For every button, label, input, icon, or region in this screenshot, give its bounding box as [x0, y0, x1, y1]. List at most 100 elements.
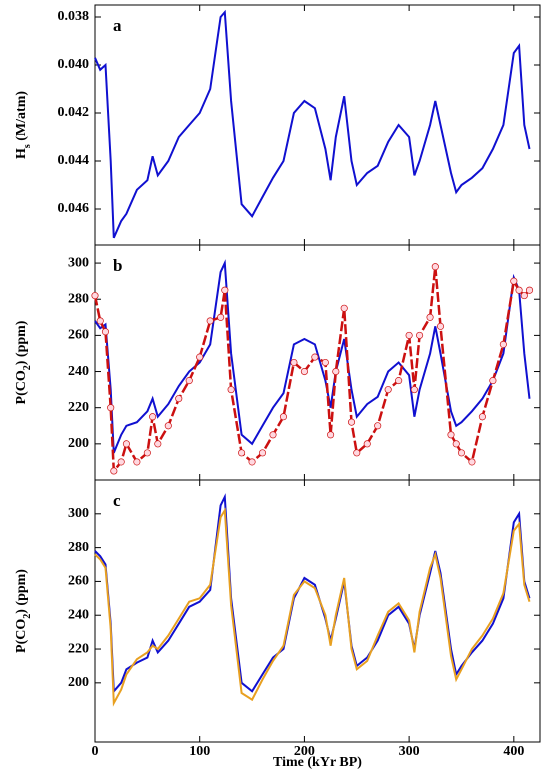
series-point: [478, 413, 486, 421]
series-point: [91, 292, 99, 300]
series-point: [238, 449, 246, 457]
y-tick-label: 260: [68, 328, 89, 343]
series-point: [206, 317, 214, 325]
series-point: [457, 449, 466, 457]
series-point: [436, 322, 445, 330]
series-point: [107, 404, 115, 412]
y-tick-label: 200: [68, 436, 89, 451]
series-point: [258, 449, 267, 457]
series-point: [525, 286, 534, 294]
y-tick-label: 300: [68, 506, 89, 521]
x-tick-label: 100: [189, 744, 210, 759]
series-point: [405, 331, 413, 339]
y-axis-label: Hs (M/atm): [14, 91, 33, 159]
y-axis-label-part: (M/atm): [14, 91, 29, 145]
y-tick-label: 300: [68, 255, 89, 270]
series-point: [133, 458, 141, 466]
y-tick-label: 0.044: [58, 153, 90, 168]
y-tick-label: 200: [68, 675, 89, 690]
series-point: [395, 377, 403, 385]
series-point: [416, 331, 424, 339]
series-point: [363, 440, 371, 448]
series-point: [321, 358, 329, 367]
series-point: [311, 353, 319, 361]
series-point: [340, 304, 348, 312]
y-axis-label-part: 2: [22, 365, 33, 370]
plot-frame: [94, 244, 541, 481]
series-line: [94, 259, 531, 454]
y-tick-label: 280: [68, 540, 89, 555]
x-tick-label: 300: [399, 744, 420, 759]
series-point: [279, 413, 288, 421]
panel-label: c: [113, 491, 121, 510]
series-point: [269, 431, 277, 439]
y-tick-label: 0.038: [58, 9, 90, 24]
series-point: [185, 377, 193, 385]
y-tick-label: 260: [68, 574, 89, 589]
series-point: [499, 340, 507, 348]
y-tick-label: 0.042: [58, 105, 90, 120]
series-point: [510, 277, 518, 285]
series-point: [452, 440, 460, 448]
series-point: [196, 353, 204, 361]
series-point: [101, 328, 110, 336]
y-tick-label: 0.040: [58, 57, 90, 72]
series-point: [221, 286, 229, 294]
y-axis-label-part: P(CO: [14, 370, 29, 404]
series-point: [327, 431, 335, 439]
y-tick-label: 240: [68, 607, 89, 622]
series-point: [447, 431, 455, 439]
series-point: [164, 422, 172, 430]
series-line: [94, 9, 531, 239]
series-point: [96, 317, 104, 325]
y-tick-label: 280: [68, 291, 89, 306]
x-tick-label: 0: [92, 744, 99, 759]
series-point: [122, 440, 130, 448]
series-point: [515, 286, 523, 294]
y-axis-label-part: ) (ppm): [14, 569, 29, 614]
series-point: [117, 458, 125, 466]
series-point: [175, 395, 183, 403]
series-point: [300, 367, 308, 376]
y-tick-label: 240: [68, 364, 89, 379]
series-point: [248, 458, 256, 466]
series-point: [110, 467, 118, 475]
y-axis-label-part: ) (ppm): [14, 320, 29, 365]
series-point: [217, 313, 225, 321]
series-point: [347, 418, 356, 426]
y-tick-label: 220: [68, 400, 89, 415]
plot-frame: [94, 479, 541, 743]
x-axis-label: Time (kYr BP): [273, 755, 362, 770]
series-point: [227, 386, 235, 394]
x-tick-label: 200: [294, 744, 315, 759]
series-point: [149, 413, 157, 421]
y-axis-label: P(CO2) (ppm): [14, 569, 33, 653]
panel-label: b: [113, 256, 122, 275]
y-axis-label-part: H: [14, 148, 29, 159]
series-line: [94, 507, 531, 707]
x-tick-label: 400: [503, 744, 524, 759]
y-axis-label-part: s: [22, 144, 33, 148]
series-point: [520, 292, 528, 300]
series-point: [468, 458, 476, 466]
series-point: [290, 358, 298, 367]
series-point: [410, 386, 418, 394]
series-point: [353, 449, 361, 457]
series-point: [332, 367, 340, 376]
series-line: [93, 266, 531, 475]
y-axis-label: P(CO2) (ppm): [14, 320, 33, 404]
series-point: [426, 313, 434, 321]
panel-label: a: [113, 16, 122, 35]
series-point: [374, 422, 382, 430]
series-point: [154, 440, 162, 448]
y-tick-label: 0.046: [58, 201, 90, 216]
plot-frame: [94, 4, 541, 246]
y-axis-label-part: 2: [22, 614, 33, 619]
y-axis-label-part: P(CO: [14, 619, 29, 653]
series-point: [431, 263, 439, 271]
y-tick-label: 220: [68, 641, 89, 656]
series-point: [143, 449, 151, 457]
series-point: [384, 386, 392, 394]
series-point: [489, 377, 497, 385]
